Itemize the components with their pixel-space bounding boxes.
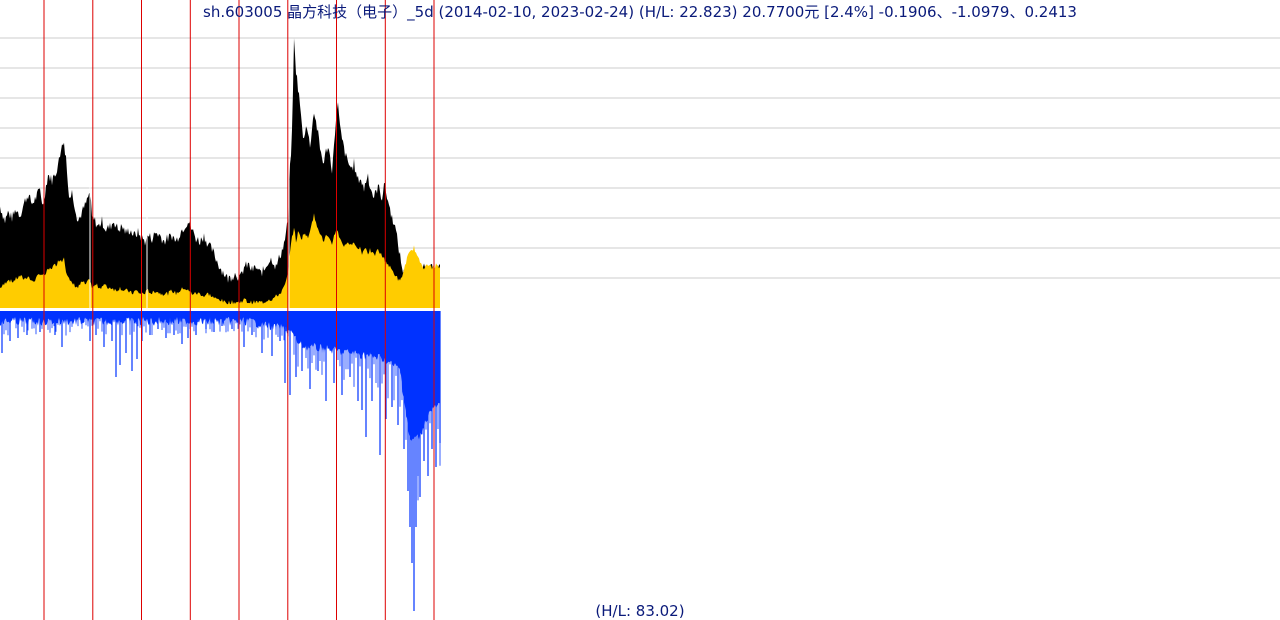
- year-marker-lines: [43, 0, 435, 620]
- price-fill-area: [0, 213, 440, 308]
- gridlines: [0, 37, 1280, 279]
- price-area: [0, 38, 440, 330]
- hl-label: (H/L: 83.02): [595, 602, 684, 620]
- axis-separator: [0, 308, 440, 311]
- chart-title: sh.603005 晶方科技（电子）_5d (2014-02-10, 2023-…: [203, 3, 1077, 22]
- lower-area: [0, 311, 441, 611]
